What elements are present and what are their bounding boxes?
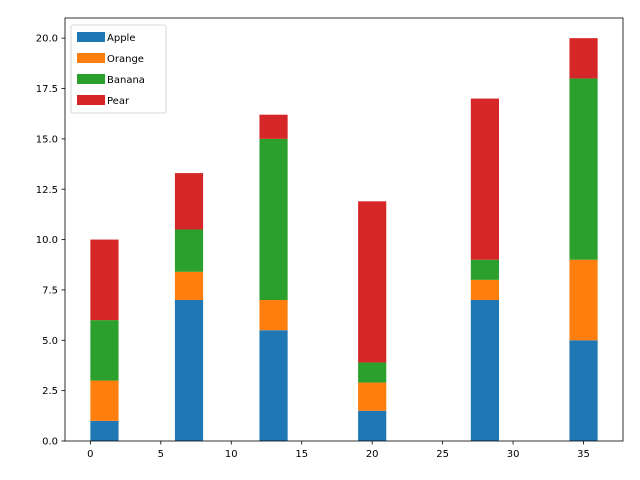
x-tick-label: 0	[87, 449, 93, 460]
bar-orange-2	[259, 300, 288, 331]
y-tick-label: 2.5	[42, 386, 58, 397]
y-tick-label: 17.5	[36, 84, 58, 95]
x-tick-label: 25	[436, 449, 449, 460]
x-axis: 0 5 10 15 20 25 30 35	[87, 441, 590, 460]
legend-swatch-apple	[77, 32, 105, 42]
x-tick-label: 20	[366, 449, 379, 460]
bar-banana-0	[90, 320, 119, 381]
legend-box	[70, 24, 167, 114]
bar-apple-1	[174, 300, 204, 441]
x-tick-label: 15	[295, 449, 308, 460]
legend-label-orange: Orange	[107, 54, 144, 65]
y-tick-label: 0.0	[42, 437, 58, 448]
bar-banana-2	[259, 138, 288, 300]
legend-swatch-banana	[77, 74, 105, 84]
bar-apple-0	[90, 420, 119, 441]
bar-banana-4	[470, 259, 499, 280]
bar-pear-3	[358, 201, 387, 363]
y-tick-label: 15.0	[36, 134, 58, 145]
plot-area	[90, 38, 598, 441]
legend: Apple Orange Banana Pear	[70, 24, 167, 114]
bar-pear-4	[470, 98, 499, 260]
x-tick-label: 10	[225, 449, 238, 460]
bar-banana-1	[174, 229, 204, 272]
bar-orange-5	[569, 259, 598, 341]
legend-swatch-orange	[77, 53, 105, 63]
bar-apple-5	[569, 340, 598, 441]
bar-orange-1	[174, 271, 204, 300]
legend-label-pear: Pear	[107, 96, 130, 107]
legend-label-apple: Apple	[107, 33, 135, 44]
bar-orange-3	[358, 382, 387, 411]
y-tick-label: 7.5	[42, 286, 58, 297]
x-tick-label: 35	[577, 449, 590, 460]
bar-pear-5	[569, 38, 598, 79]
x-tick-label: 5	[158, 449, 164, 460]
bar-pear-2	[259, 114, 288, 139]
axes-frame	[64, 17, 624, 442]
bar-pear-0	[90, 239, 119, 321]
bar-apple-3	[358, 410, 387, 441]
bar-apple-2	[259, 330, 288, 441]
bar-banana-3	[358, 362, 387, 383]
y-tick-label: 20.0	[36, 34, 58, 45]
bar-banana-5	[569, 78, 598, 260]
bar-pear-1	[174, 173, 204, 230]
legend-label-banana: Banana	[107, 75, 145, 86]
bar-orange-0	[90, 380, 119, 421]
y-tick-label: 10.0	[36, 235, 58, 246]
x-tick-label: 30	[507, 449, 520, 460]
y-tick-label: 12.5	[36, 185, 58, 196]
legend-swatch-pear	[77, 95, 105, 105]
bar-apple-4	[470, 300, 499, 441]
y-axis: 0.0 2.5 5.0 7.5 10.0 12.5 15.0 17.5 20.0	[36, 34, 65, 448]
bar-orange-4	[470, 279, 499, 300]
y-tick-label: 5.0	[42, 336, 58, 347]
